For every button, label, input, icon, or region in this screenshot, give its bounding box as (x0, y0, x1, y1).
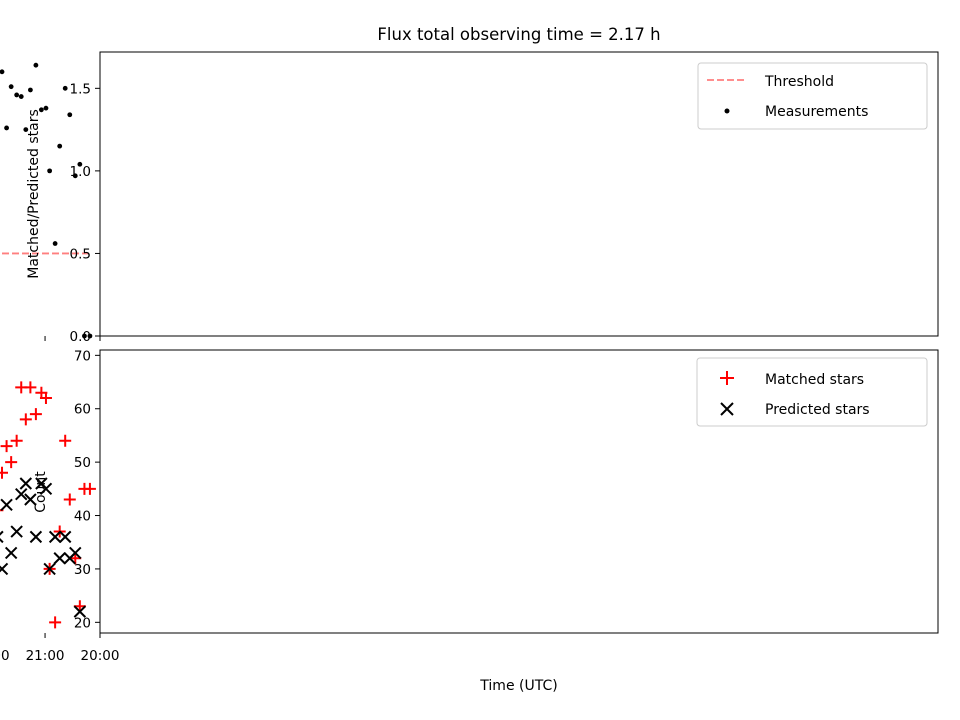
matched-star-marker (78, 482, 91, 495)
ratio-legend: Threshold Measurements (697, 62, 928, 130)
measurement-point (0, 69, 5, 75)
matched-star-marker (19, 413, 32, 426)
count-y-ticks: 20 30 40 50 60 70 (74, 348, 100, 631)
matched-star-marker (59, 434, 72, 447)
ratio-y-tick-label: 1.0 (70, 164, 91, 180)
count-y-tick-label: 30 (74, 562, 91, 578)
measurement-point (77, 161, 83, 167)
measurement-point (23, 127, 29, 133)
predicted-star-marker (58, 530, 72, 544)
measurement-point (33, 62, 39, 68)
predicted-star-marker (24, 493, 37, 506)
predicted-star-marker (53, 552, 66, 565)
predicted-star-marker (35, 477, 48, 490)
measurement-point (27, 87, 33, 93)
count-y-tick-label: 20 (74, 615, 91, 631)
count-y-tick-label: 60 (74, 402, 91, 418)
predicted-star-marker (43, 562, 56, 576)
matched-star-marker (15, 381, 28, 394)
count-legend: Matched stars Predicted stars (696, 357, 928, 427)
predicted-star-marker (48, 530, 62, 544)
ratio-panel: 0.0 0.5 1.0 1.5 Matched/Predicted stars Thr… (0, 51, 939, 345)
measurement-point (18, 94, 24, 99)
predicted-star-marker (10, 525, 23, 538)
x-tick-label: 20:00 (81, 648, 120, 664)
predicted-star-marker (0, 562, 9, 576)
legend-measurements-swatch (724, 108, 730, 114)
measurement-point (52, 241, 58, 246)
predicted-star-marker (0, 530, 4, 544)
predicted-star-marker (19, 477, 33, 490)
measurement-point (72, 173, 78, 179)
predicted-star-marker (73, 605, 87, 618)
measurement-points (0, 62, 93, 339)
measurement-point (38, 107, 44, 113)
matched-star-marker (35, 386, 48, 399)
count-legend-box (696, 357, 928, 427)
count-y-axis-label: Count (33, 471, 49, 513)
matched-stars-points (0, 381, 96, 629)
legend-matched-swatch (720, 371, 734, 385)
ratio-y-ticks: 0.0 0.5 1.0 1.5 (70, 81, 100, 345)
measurement-point (62, 85, 68, 91)
matched-star-marker (5, 456, 18, 469)
legend-threshold-label: Threshold (764, 74, 834, 90)
predicted-star-marker (0, 498, 13, 512)
matched-star-marker (10, 434, 23, 447)
measurement-point (57, 143, 63, 149)
matched-star-marker (49, 616, 62, 629)
predicted-star-marker (4, 546, 18, 560)
predicted-stars-points (0, 477, 87, 618)
ratio-y-tick-label: 0.0 (70, 329, 91, 345)
measurement-point (8, 84, 14, 90)
measurement-point (14, 92, 20, 98)
count-y-tick-label: 50 (74, 455, 91, 471)
matched-star-marker (0, 466, 9, 479)
x-tick-label: 22:00 (0, 648, 10, 664)
measurement-point (47, 168, 53, 174)
matched-star-marker (29, 408, 42, 421)
ratio-legend-box (697, 62, 928, 130)
legend-matched-label: Matched stars (765, 372, 864, 388)
ratio-x-ticks (44, 336, 101, 341)
count-x-ticks: 20:0021:0022:0023:0000:0001:0002:0003:00… (0, 633, 119, 664)
measurement-point (87, 333, 93, 339)
measurement-point (67, 112, 73, 118)
ratio-y-tick-label: 1.5 (70, 81, 91, 97)
x-tick-label: 21:00 (26, 648, 65, 664)
count-axes-frame (99, 349, 939, 634)
measurement-point (82, 333, 87, 339)
measurement-point (43, 105, 49, 111)
ratio-y-tick-label: 0.5 (70, 246, 91, 262)
legend-predicted-label: Predicted stars (765, 402, 870, 418)
count-y-tick-label: 40 (74, 509, 91, 525)
x-axis-label: Time (UTC) (479, 678, 557, 694)
figure-title: Flux total observing time = 2.17 h (377, 25, 660, 44)
ratio-y-axis-label: Matched/Predicted stars (26, 109, 42, 279)
predicted-star-marker (63, 552, 76, 565)
legend-predicted-swatch (720, 402, 734, 416)
measurement-point (4, 125, 9, 131)
ratio-axes-frame (99, 51, 939, 337)
predicted-star-marker (15, 487, 28, 501)
count-y-tick-label: 70 (74, 348, 91, 364)
matched-star-marker (63, 493, 76, 506)
matched-star-marker (0, 440, 13, 453)
predicted-star-marker (29, 530, 43, 544)
legend-measurements-label: Measurements (765, 104, 868, 120)
